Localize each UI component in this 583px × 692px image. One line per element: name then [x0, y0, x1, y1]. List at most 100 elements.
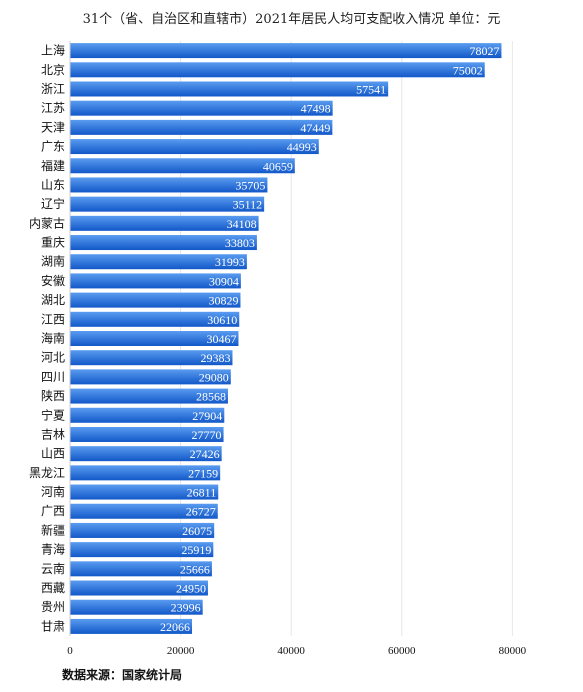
category-label: 江苏 [41, 101, 65, 115]
category-label: 福建 [41, 158, 65, 173]
category-label: 河南 [41, 484, 65, 499]
category-label: 上海 [41, 43, 65, 58]
bar [70, 446, 222, 462]
bar [70, 235, 257, 251]
data-label: 30467 [206, 332, 236, 346]
x-tick-label: 60000 [388, 645, 416, 657]
bar [70, 158, 295, 174]
category-label: 辽宁 [41, 196, 65, 211]
bar [70, 311, 240, 327]
category-label: 湖南 [41, 254, 65, 269]
data-label: 27770 [192, 428, 222, 442]
category-label: 吉林 [41, 427, 65, 441]
category-label: 陕西 [41, 388, 65, 403]
data-label: 78027 [469, 44, 499, 58]
data-label: 29383 [200, 351, 230, 365]
data-label: 27904 [192, 409, 222, 423]
bar [70, 618, 193, 634]
category-label: 浙江 [41, 82, 65, 96]
bar [70, 561, 212, 577]
bar [70, 81, 389, 97]
category-label: 安徽 [41, 273, 65, 288]
category-label: 四川 [41, 370, 65, 384]
data-label: 33803 [225, 236, 255, 250]
data-label: 27426 [190, 447, 220, 461]
data-label: 22066 [160, 620, 190, 634]
category-label: 甘肃 [41, 619, 65, 633]
bar [70, 484, 219, 500]
category-label: 海南 [41, 331, 65, 346]
data-label: 26075 [182, 524, 212, 538]
bar [70, 388, 228, 404]
bar [70, 542, 214, 558]
category-label: 云南 [41, 561, 65, 576]
category-label: 天津 [41, 120, 65, 134]
bar [70, 119, 333, 135]
data-label: 25666 [180, 562, 210, 576]
source-note: 数据来源：国家统计局 [62, 668, 183, 682]
category-label: 宁夏 [41, 407, 65, 422]
data-label: 30904 [209, 274, 239, 288]
category-label: 青海 [41, 542, 65, 557]
bar [70, 599, 203, 615]
data-label: 28568 [196, 390, 226, 404]
bar [70, 503, 218, 519]
category-label: 广西 [41, 504, 65, 518]
bar [70, 331, 239, 346]
bar [70, 43, 502, 59]
bar [70, 522, 215, 538]
chart-title: 31个（省、自治区和直辖市）2021年居民人均可支配收入情况 单位：元 [82, 12, 501, 27]
bars: 78027 75002 57541 47498 47449 44993 40659 35705… [70, 43, 502, 634]
data-label: 29080 [199, 370, 229, 384]
x-tick-label: 80000 [499, 645, 527, 657]
x-tick-label: 20000 [167, 645, 195, 657]
bar [70, 369, 231, 385]
category-label: 内蒙古 [29, 215, 65, 230]
data-label: 27159 [188, 466, 218, 480]
data-label: 40659 [263, 159, 293, 173]
category-label: 北京 [41, 63, 65, 77]
data-label: 47498 [301, 102, 331, 116]
category-label: 广东 [41, 140, 65, 154]
bar [70, 100, 333, 116]
data-label: 35705 [235, 178, 265, 192]
bar [70, 196, 265, 212]
bar [70, 407, 225, 423]
x-tick-label: 40000 [277, 645, 305, 657]
bar [70, 254, 247, 270]
data-label: 31993 [215, 255, 245, 269]
category-label: 西藏 [41, 581, 65, 595]
category-label: 山东 [41, 178, 65, 192]
category-label: 江西 [41, 312, 65, 326]
bar [70, 139, 319, 155]
data-label: 26811 [187, 486, 217, 500]
data-label: 44993 [287, 140, 317, 154]
axes: 0 20000 40000 60000 80000 上海北京浙江江苏天津广东福建山东辽宁内… [29, 41, 527, 657]
data-label: 75002 [453, 63, 483, 77]
data-label: 57541 [356, 82, 386, 96]
data-label: 24950 [176, 582, 206, 596]
bar [70, 292, 241, 308]
bar [70, 580, 208, 596]
bar [70, 215, 259, 231]
category-label: 河北 [41, 351, 65, 365]
category-label: 黑龙江 [29, 466, 65, 480]
category-label: 新疆 [41, 522, 65, 537]
bar [70, 62, 485, 78]
category-label: 山西 [41, 447, 65, 461]
data-label: 26727 [186, 505, 216, 519]
bar [70, 177, 268, 193]
bar [70, 465, 221, 481]
data-label: 35112 [233, 198, 263, 212]
category-label: 湖北 [41, 292, 65, 307]
category-label: 重庆 [41, 236, 65, 250]
bar [70, 273, 241, 289]
bar [70, 426, 224, 442]
bar [70, 350, 233, 366]
data-label: 23996 [171, 601, 201, 615]
data-label: 30610 [207, 313, 237, 327]
data-label: 30829 [208, 294, 238, 308]
data-label: 47449 [300, 121, 330, 135]
category-label: 贵州 [41, 600, 65, 614]
